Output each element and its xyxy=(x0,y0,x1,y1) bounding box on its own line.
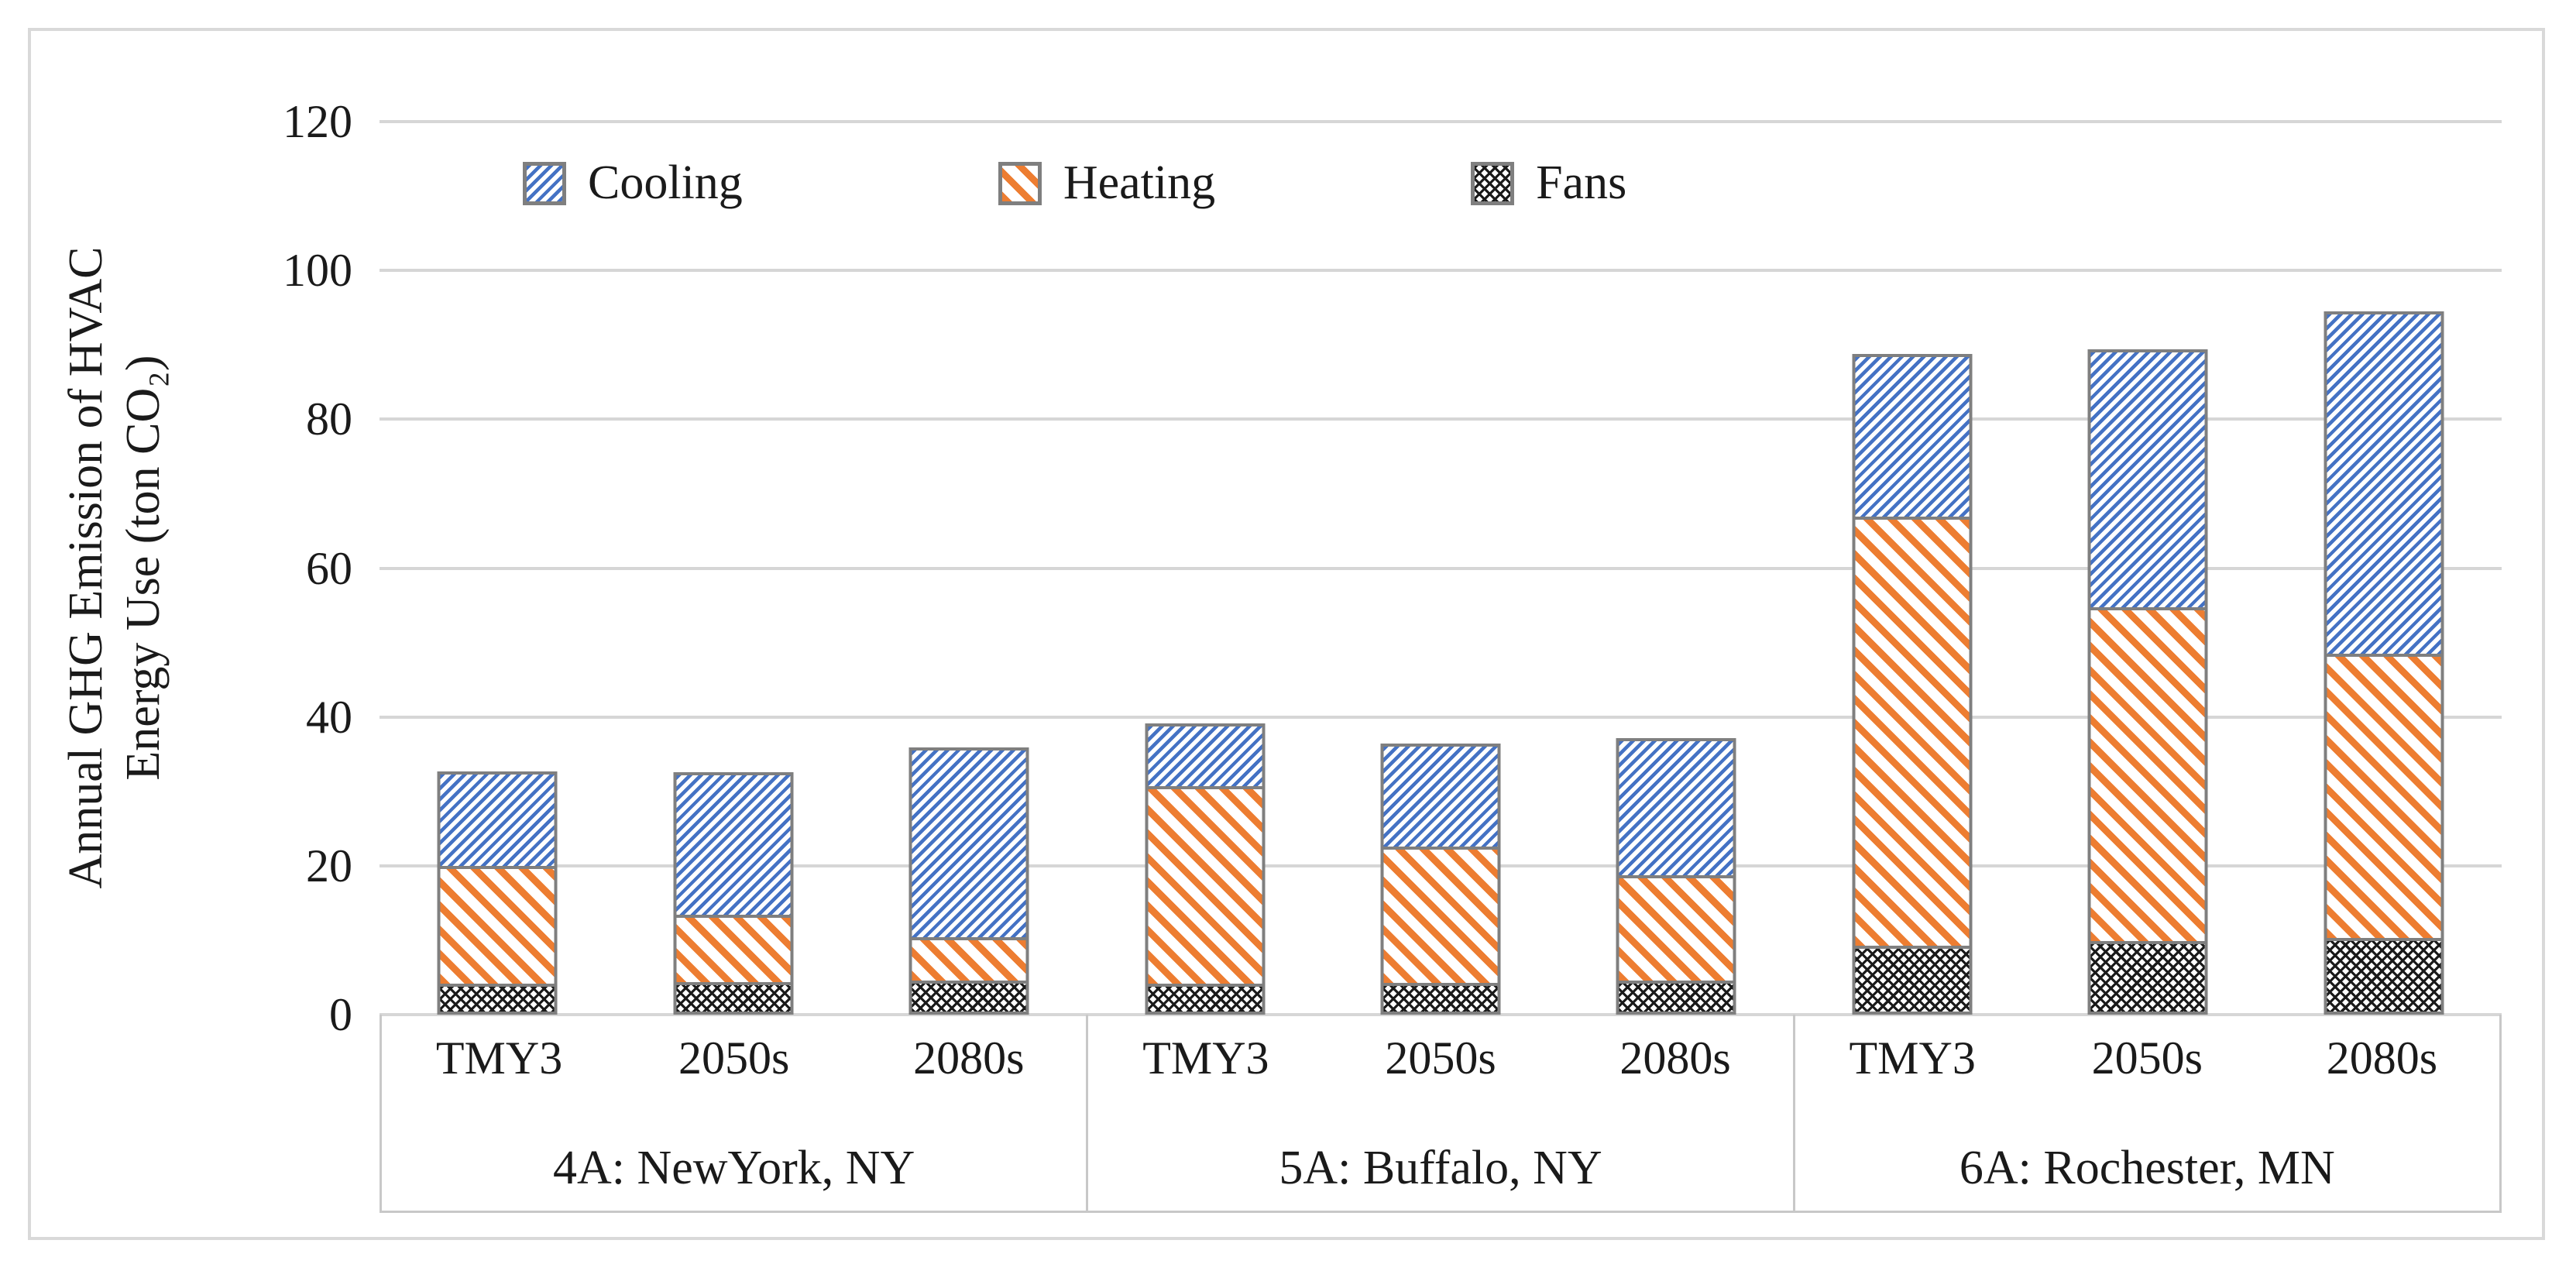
category-label-row: TMY3 2050s 2080s xyxy=(1795,1032,2499,1085)
heating-segment xyxy=(673,915,794,985)
legend-item-fans: Fans xyxy=(1471,156,1626,211)
y-tick-label-20: 20 xyxy=(306,840,352,891)
axis-group-3: TMY3 2050s 2080s 6A: Rochester, MN xyxy=(1792,1015,2502,1211)
y-tick-label-120: 120 xyxy=(283,96,352,147)
fans-segment xyxy=(437,984,558,1015)
fans-segment xyxy=(1852,945,1973,1015)
bar-slot xyxy=(1558,122,1794,1015)
fans-segment xyxy=(1616,980,1736,1015)
plot-area: Cooling Heating Fans xyxy=(380,120,2502,1016)
heating-segment xyxy=(1145,785,1266,987)
fans-segment xyxy=(2087,940,2208,1015)
stacked-bar-4A-2080s xyxy=(908,747,1029,1015)
axis-group-2: TMY3 2050s 2080s 5A: Buffalo, NY xyxy=(1086,1015,1792,1211)
cooling-segment xyxy=(673,771,794,919)
gridline-0 xyxy=(380,1013,2502,1016)
cooling-segment xyxy=(1616,738,1736,879)
stacked-bar-5A-2080s xyxy=(1616,738,1736,1015)
bar-group-1 xyxy=(380,122,1087,1015)
stacked-bar-5A-2050s xyxy=(1380,744,1501,1015)
group-label: 6A: Rochester, MN xyxy=(1959,1142,2335,1194)
bars-layer xyxy=(380,122,2502,1015)
fans-segment xyxy=(2324,937,2444,1015)
y-tick-label-80: 80 xyxy=(306,393,352,445)
bar-slot xyxy=(851,122,1087,1015)
category-label-row: TMY3 2050s 2080s xyxy=(382,1032,1086,1085)
legend-item-heating: Heating xyxy=(998,156,1215,211)
fans-segment xyxy=(1380,982,1501,1015)
bar-slot xyxy=(2030,122,2265,1015)
cooling-segment xyxy=(1852,353,1973,520)
cooling-segment xyxy=(1380,744,1501,850)
stacked-bar-6A-2050s xyxy=(2087,349,2208,1015)
gridline-100 xyxy=(380,269,2502,273)
category-label-TMY3: TMY3 xyxy=(1142,1032,1269,1084)
bar-slot xyxy=(615,122,850,1015)
bar-slot xyxy=(380,122,615,1015)
cooling-swatch-icon xyxy=(523,161,566,205)
legend-label-fans: Fans xyxy=(1536,156,1627,209)
gridline-120 xyxy=(380,120,2502,123)
cooling-segment xyxy=(2087,349,2208,611)
heating-segment xyxy=(1616,875,1736,984)
cooling-segment xyxy=(908,747,1029,940)
heating-segment xyxy=(1852,517,1973,949)
heating-swatch-icon xyxy=(998,161,1042,205)
heating-segment xyxy=(2324,653,2444,941)
cooling-segment xyxy=(437,771,558,869)
bar-slot xyxy=(1087,122,1322,1015)
gridline-60 xyxy=(380,566,2502,570)
heating-segment xyxy=(2087,607,2208,944)
stacked-bar-4A-TMY3 xyxy=(437,771,558,1015)
stacked-bar-4A-2050s xyxy=(673,771,794,1015)
y-tick-label-0: 0 xyxy=(329,989,352,1040)
category-label-TMY3: TMY3 xyxy=(435,1032,563,1084)
stacked-bar-5A-TMY3 xyxy=(1145,723,1266,1015)
heating-segment xyxy=(437,865,558,988)
y-tick-label-100: 100 xyxy=(283,245,352,297)
category-label-row: TMY3 2050s 2080s xyxy=(1088,1032,1792,1085)
cooling-segment xyxy=(1145,723,1266,789)
category-label-2080s: 2080s xyxy=(2326,1032,2438,1084)
fans-swatch-icon xyxy=(1471,161,1515,205)
category-label-2050s: 2050s xyxy=(2091,1032,2203,1084)
category-label-TMY3: TMY3 xyxy=(1849,1032,1976,1084)
group-label: 4A: NewYork, NY xyxy=(552,1142,915,1194)
y-tick-label-40: 40 xyxy=(306,691,352,743)
cooling-segment xyxy=(2324,311,2444,657)
category-label-2050s: 2050s xyxy=(678,1032,790,1084)
bar-slot xyxy=(1795,122,2030,1015)
bar-group-3 xyxy=(1795,122,2502,1015)
legend: Cooling Heating Fans xyxy=(523,156,1626,211)
gridline-40 xyxy=(380,715,2502,719)
gridline-80 xyxy=(380,417,2502,421)
y-tick-label-60: 60 xyxy=(306,542,352,594)
bar-slot xyxy=(1323,122,1558,1015)
group-label: 5A: Buffalo, NY xyxy=(1279,1142,1602,1194)
legend-label-cooling: Cooling xyxy=(588,156,743,209)
stacked-bar-6A-2080s xyxy=(2324,311,2444,1015)
legend-label-heating: Heating xyxy=(1063,156,1216,209)
category-label-2080s: 2080s xyxy=(913,1032,1025,1084)
bar-slot xyxy=(2266,122,2502,1015)
heating-segment xyxy=(1380,846,1501,986)
category-axis-band: TMY3 2050s 2080s 4A: NewYork, NY TMY3 2050s 20… xyxy=(380,1015,2502,1213)
fans-segment xyxy=(908,980,1029,1015)
category-label-2080s: 2080s xyxy=(1619,1032,1731,1084)
fans-segment xyxy=(673,981,794,1015)
axis-group-1: TMY3 2050s 2080s 4A: NewYork, NY xyxy=(380,1015,1086,1211)
stacked-bar-6A-TMY3 xyxy=(1852,353,1973,1015)
category-label-2050s: 2050s xyxy=(1385,1032,1496,1084)
fans-segment xyxy=(1145,983,1266,1015)
heating-segment xyxy=(908,936,1029,984)
legend-item-cooling: Cooling xyxy=(523,156,743,211)
bar-group-2 xyxy=(1087,122,1794,1015)
